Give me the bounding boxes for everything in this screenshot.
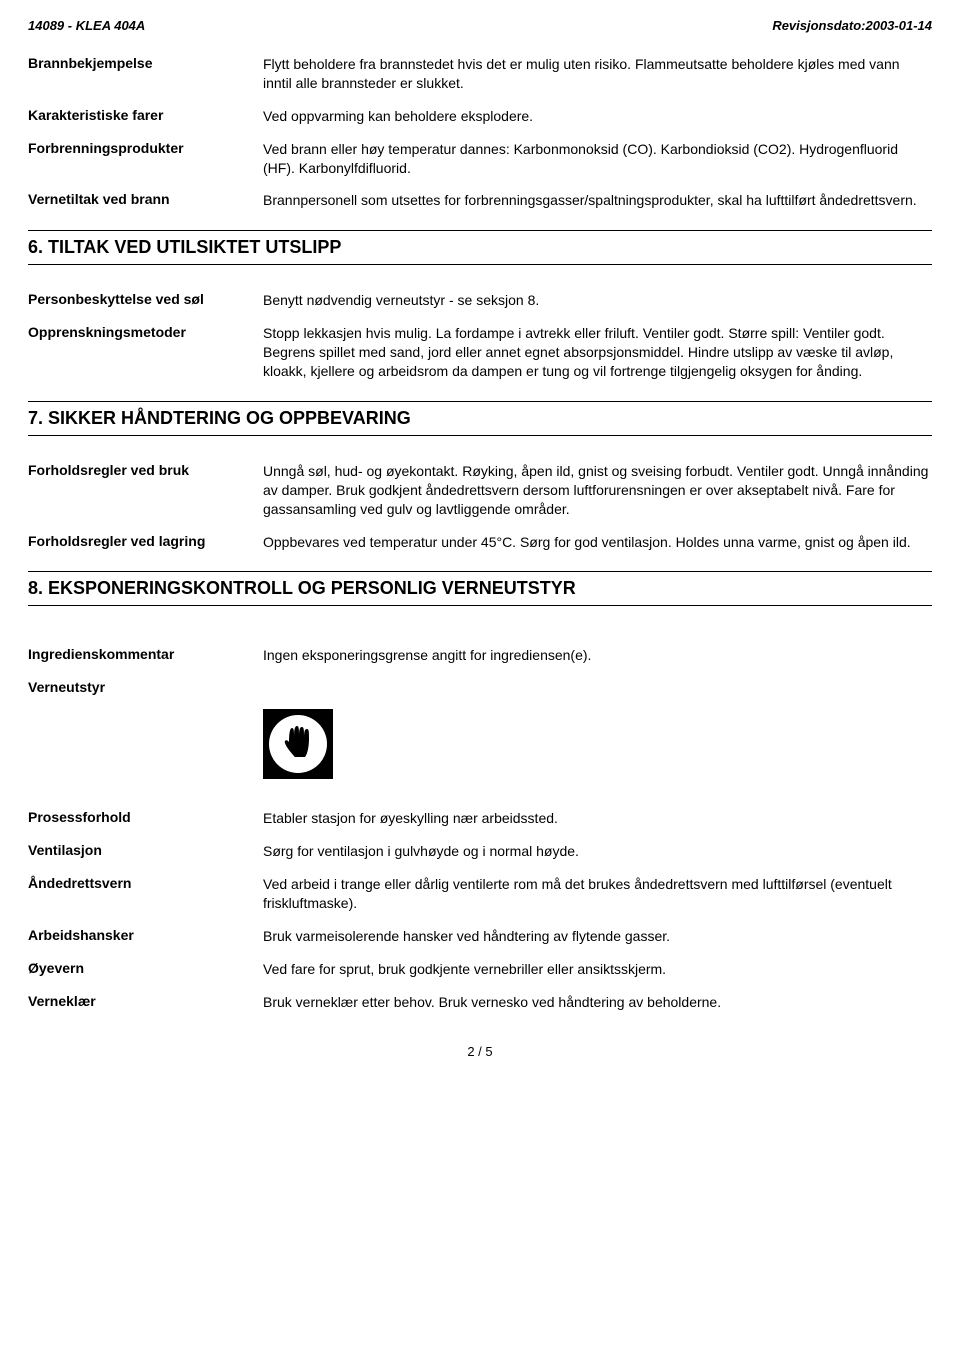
- row-forbrenningsprodukter: Forbrenningsprodukter Ved brann eller hø…: [28, 140, 932, 178]
- section-8-body-a: Ingredienskommentar Ingen eksponeringsgr…: [28, 646, 932, 695]
- row-prosessforhold: Prosessforhold Etabler stasjon for øyesk…: [28, 809, 932, 828]
- value: Ingen eksponeringsgrense angitt for ingr…: [263, 646, 932, 665]
- value: Bruk varmeisolerende hansker ved håndter…: [263, 927, 932, 946]
- label: Ventilasjon: [28, 842, 263, 858]
- section-6-heading: 6. TILTAK VED UTILSIKTET UTSLIPP: [28, 230, 932, 265]
- row-verneklar: Verneklær Bruk verneklær etter behov. Br…: [28, 993, 932, 1012]
- page-number: 2 / 5: [28, 1044, 932, 1059]
- label: Karakteristiske farer: [28, 107, 263, 123]
- label: Forholdsregler ved bruk: [28, 462, 263, 478]
- row-brannbekjempelse: Brannbekjempelse Flytt beholdere fra bra…: [28, 55, 932, 93]
- row-arbeidshansker: Arbeidshansker Bruk varmeisolerende hans…: [28, 927, 932, 946]
- value: Sørg for ventilasjon i gulvhøyde og i no…: [263, 842, 932, 861]
- row-ingredienskommentar: Ingredienskommentar Ingen eksponeringsgr…: [28, 646, 932, 665]
- label: Verneklær: [28, 993, 263, 1009]
- row-personbeskyttelse: Personbeskyttelse ved søl Benytt nødvend…: [28, 291, 932, 310]
- label: Forbrenningsprodukter: [28, 140, 263, 156]
- label: Prosessforhold: [28, 809, 263, 825]
- value: Etabler stasjon for øyeskylling nær arbe…: [263, 809, 932, 828]
- section-5-body: Brannbekjempelse Flytt beholdere fra bra…: [28, 55, 932, 210]
- gloves-icon: [263, 709, 333, 779]
- value: Oppbevares ved temperatur under 45°C. Sø…: [263, 533, 932, 552]
- revision-date: Revisjonsdato:2003-01-14: [772, 18, 932, 33]
- label: Verneutstyr: [28, 679, 263, 695]
- label: Opprenskningsmetoder: [28, 324, 263, 340]
- row-forholdsregler-bruk: Forholdsregler ved bruk Unngå søl, hud- …: [28, 462, 932, 519]
- label: Vernetiltak ved brann: [28, 191, 263, 207]
- heading-text: 6. TILTAK VED UTILSIKTET UTSLIPP: [28, 231, 932, 264]
- row-karakteristiske-farer: Karakteristiske farer Ved oppvarming kan…: [28, 107, 932, 126]
- value: Ved fare for sprut, bruk godkjente verne…: [263, 960, 932, 979]
- label: Personbeskyttelse ved søl: [28, 291, 263, 307]
- hand-icon: [276, 722, 320, 766]
- value: Ved oppvarming kan beholdere eksplodere.: [263, 107, 932, 126]
- label: Arbeidshansker: [28, 927, 263, 943]
- document-id: 14089 - KLEA 404A: [28, 18, 145, 33]
- value: Flytt beholdere fra brannstedet hvis det…: [263, 55, 932, 93]
- row-andedrettsvern: Åndedrettsvern Ved arbeid i trange eller…: [28, 875, 932, 913]
- value: Benytt nødvendig verneutstyr - se seksjo…: [263, 291, 932, 310]
- heading-text: 7. SIKKER HÅNDTERING OG OPPBEVARING: [28, 402, 932, 435]
- row-vernetiltak-ved-brann: Vernetiltak ved brann Brannpersonell som…: [28, 191, 932, 210]
- section-7-body: Forholdsregler ved bruk Unngå søl, hud- …: [28, 462, 932, 552]
- value: Bruk verneklær etter behov. Bruk vernesk…: [263, 993, 932, 1012]
- divider: [28, 605, 932, 606]
- value: Ved brann eller høy temperatur dannes: K…: [263, 140, 932, 178]
- section-7-heading: 7. SIKKER HÅNDTERING OG OPPBEVARING: [28, 401, 932, 436]
- label: Brannbekjempelse: [28, 55, 263, 71]
- value: Stopp lekkasjen hvis mulig. La fordampe …: [263, 324, 932, 381]
- ppe-icon-block: [263, 709, 932, 779]
- section-8-heading: 8. EKSPONERINGSKONTROLL OG PERSONLIG VER…: [28, 571, 932, 606]
- label: Åndedrettsvern: [28, 875, 263, 891]
- label: Forholdsregler ved lagring: [28, 533, 263, 549]
- label: Øyevern: [28, 960, 263, 976]
- section-8-body-b: Prosessforhold Etabler stasjon for øyesk…: [28, 809, 932, 1011]
- row-verneutstyr: Verneutstyr: [28, 679, 932, 695]
- document-header: 14089 - KLEA 404A Revisjonsdato:2003-01-…: [28, 18, 932, 33]
- label: Ingredienskommentar: [28, 646, 263, 662]
- value: Brannpersonell som utsettes for forbrenn…: [263, 191, 932, 210]
- icon-circle: [269, 715, 327, 773]
- row-opprenskningsmetoder: Opprenskningsmetoder Stopp lekkasjen hvi…: [28, 324, 932, 381]
- section-6-body: Personbeskyttelse ved søl Benytt nødvend…: [28, 291, 932, 381]
- row-oyevern: Øyevern Ved fare for sprut, bruk godkjen…: [28, 960, 932, 979]
- row-forholdsregler-lagring: Forholdsregler ved lagring Oppbevares ve…: [28, 533, 932, 552]
- value: Ved arbeid i trange eller dårlig ventile…: [263, 875, 932, 913]
- value: Unngå søl, hud- og øyekontakt. Røyking, …: [263, 462, 932, 519]
- row-ventilasjon: Ventilasjon Sørg for ventilasjon i gulvh…: [28, 842, 932, 861]
- heading-text: 8. EKSPONERINGSKONTROLL OG PERSONLIG VER…: [28, 572, 932, 605]
- divider: [28, 264, 932, 265]
- divider: [28, 435, 932, 436]
